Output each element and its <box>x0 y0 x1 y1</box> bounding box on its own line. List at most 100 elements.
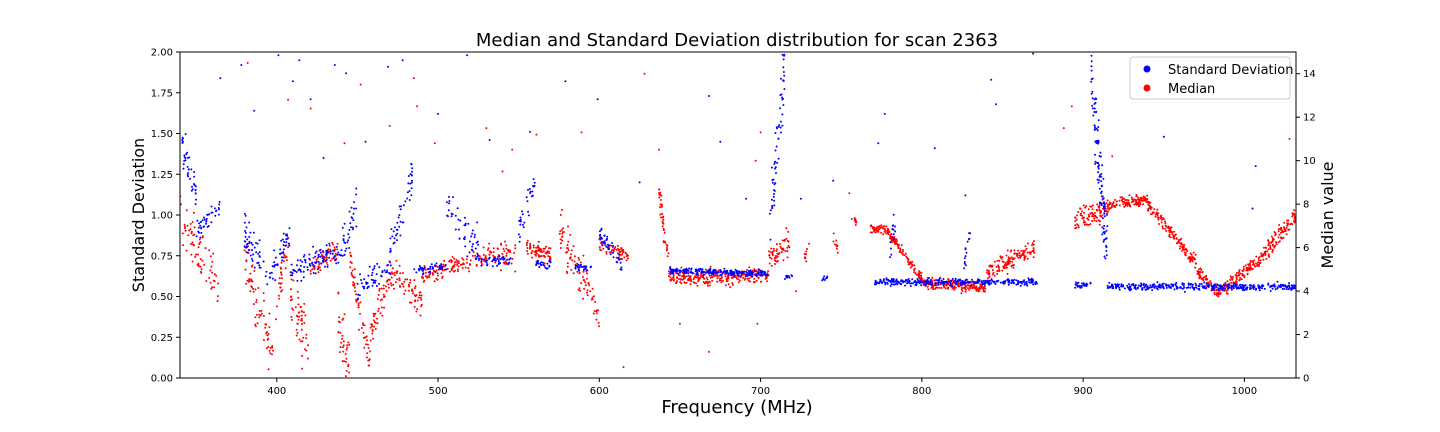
data-point <box>1210 282 1213 285</box>
data-point <box>362 285 364 288</box>
data-point <box>659 199 662 201</box>
data-point <box>1161 227 1164 230</box>
data-point <box>996 280 999 282</box>
data-point <box>372 279 375 282</box>
data-point <box>471 232 474 235</box>
data-point <box>1085 223 1088 226</box>
data-point <box>944 281 947 283</box>
data-point <box>1148 204 1151 207</box>
data-point <box>535 251 537 253</box>
data-point <box>1146 285 1149 288</box>
data-point <box>1010 256 1013 259</box>
data-point <box>486 249 489 251</box>
data-point <box>667 270 670 273</box>
data-point <box>274 279 277 282</box>
data-point <box>328 242 331 245</box>
data-point <box>470 235 473 238</box>
data-point <box>382 293 385 296</box>
data-point <box>183 225 186 228</box>
data-point <box>396 270 399 273</box>
data-point <box>1017 281 1020 284</box>
data-point <box>853 217 856 220</box>
data-point <box>775 260 778 263</box>
data-point <box>892 238 895 241</box>
data-point <box>1031 250 1034 253</box>
data-point <box>199 224 202 227</box>
data-point <box>437 112 439 115</box>
data-point <box>786 246 789 249</box>
data-point <box>1226 292 1229 295</box>
data-point <box>697 274 700 277</box>
data-point <box>474 257 477 260</box>
data-point <box>181 139 184 142</box>
data-point <box>314 261 317 264</box>
data-point <box>779 126 782 129</box>
data-point <box>1097 126 1100 129</box>
data-point <box>271 277 274 280</box>
data-point <box>404 289 407 292</box>
data-point <box>659 213 662 216</box>
data-point <box>190 253 193 256</box>
data-point <box>1176 285 1178 288</box>
data-point <box>1016 283 1019 286</box>
data-point <box>1145 198 1148 201</box>
data-point <box>716 277 719 280</box>
data-point <box>1074 286 1077 289</box>
data-point <box>1192 257 1195 259</box>
data-point <box>278 297 281 300</box>
data-point <box>258 239 261 242</box>
data-point <box>279 286 282 289</box>
data-point <box>496 247 499 250</box>
data-point <box>340 341 343 344</box>
data-point <box>712 271 715 274</box>
data-point <box>1164 220 1167 223</box>
data-point <box>406 278 409 281</box>
data-point <box>996 270 999 273</box>
data-point <box>1107 210 1110 213</box>
data-point <box>258 310 261 312</box>
data-point <box>492 247 495 250</box>
data-point <box>325 256 327 259</box>
data-point <box>300 317 303 320</box>
data-point <box>1182 284 1185 287</box>
data-point <box>547 255 550 258</box>
data-point <box>972 286 974 289</box>
data-point <box>1234 284 1237 287</box>
data-point <box>723 267 726 270</box>
data-point <box>281 277 284 280</box>
data-point <box>1198 288 1201 291</box>
data-point <box>561 209 563 211</box>
data-point <box>1213 284 1216 286</box>
data-point <box>309 98 312 101</box>
data-point <box>350 262 353 264</box>
data-point <box>514 247 517 250</box>
series-standard-deviation <box>181 52 1296 301</box>
data-point <box>976 287 979 290</box>
data-point <box>210 265 213 268</box>
data-point <box>1090 54 1093 57</box>
data-point <box>1098 179 1101 182</box>
data-point <box>1093 217 1096 220</box>
data-point <box>1130 283 1133 286</box>
data-point <box>1083 223 1086 226</box>
data-point <box>937 283 940 286</box>
data-point <box>722 271 725 274</box>
data-point <box>791 275 794 277</box>
data-point <box>788 246 791 249</box>
data-point <box>353 282 356 285</box>
data-point <box>613 247 616 250</box>
data-point <box>567 225 570 228</box>
data-point <box>987 277 990 280</box>
data-point <box>1284 284 1287 287</box>
data-point <box>890 241 893 244</box>
data-point <box>463 236 466 239</box>
data-point <box>1232 282 1235 285</box>
data-point <box>716 274 719 277</box>
data-point <box>365 282 368 285</box>
data-point <box>942 278 945 280</box>
data-point <box>335 262 338 265</box>
data-point <box>365 335 368 338</box>
data-point <box>201 219 204 222</box>
data-point <box>884 283 887 286</box>
data-point <box>367 274 370 277</box>
